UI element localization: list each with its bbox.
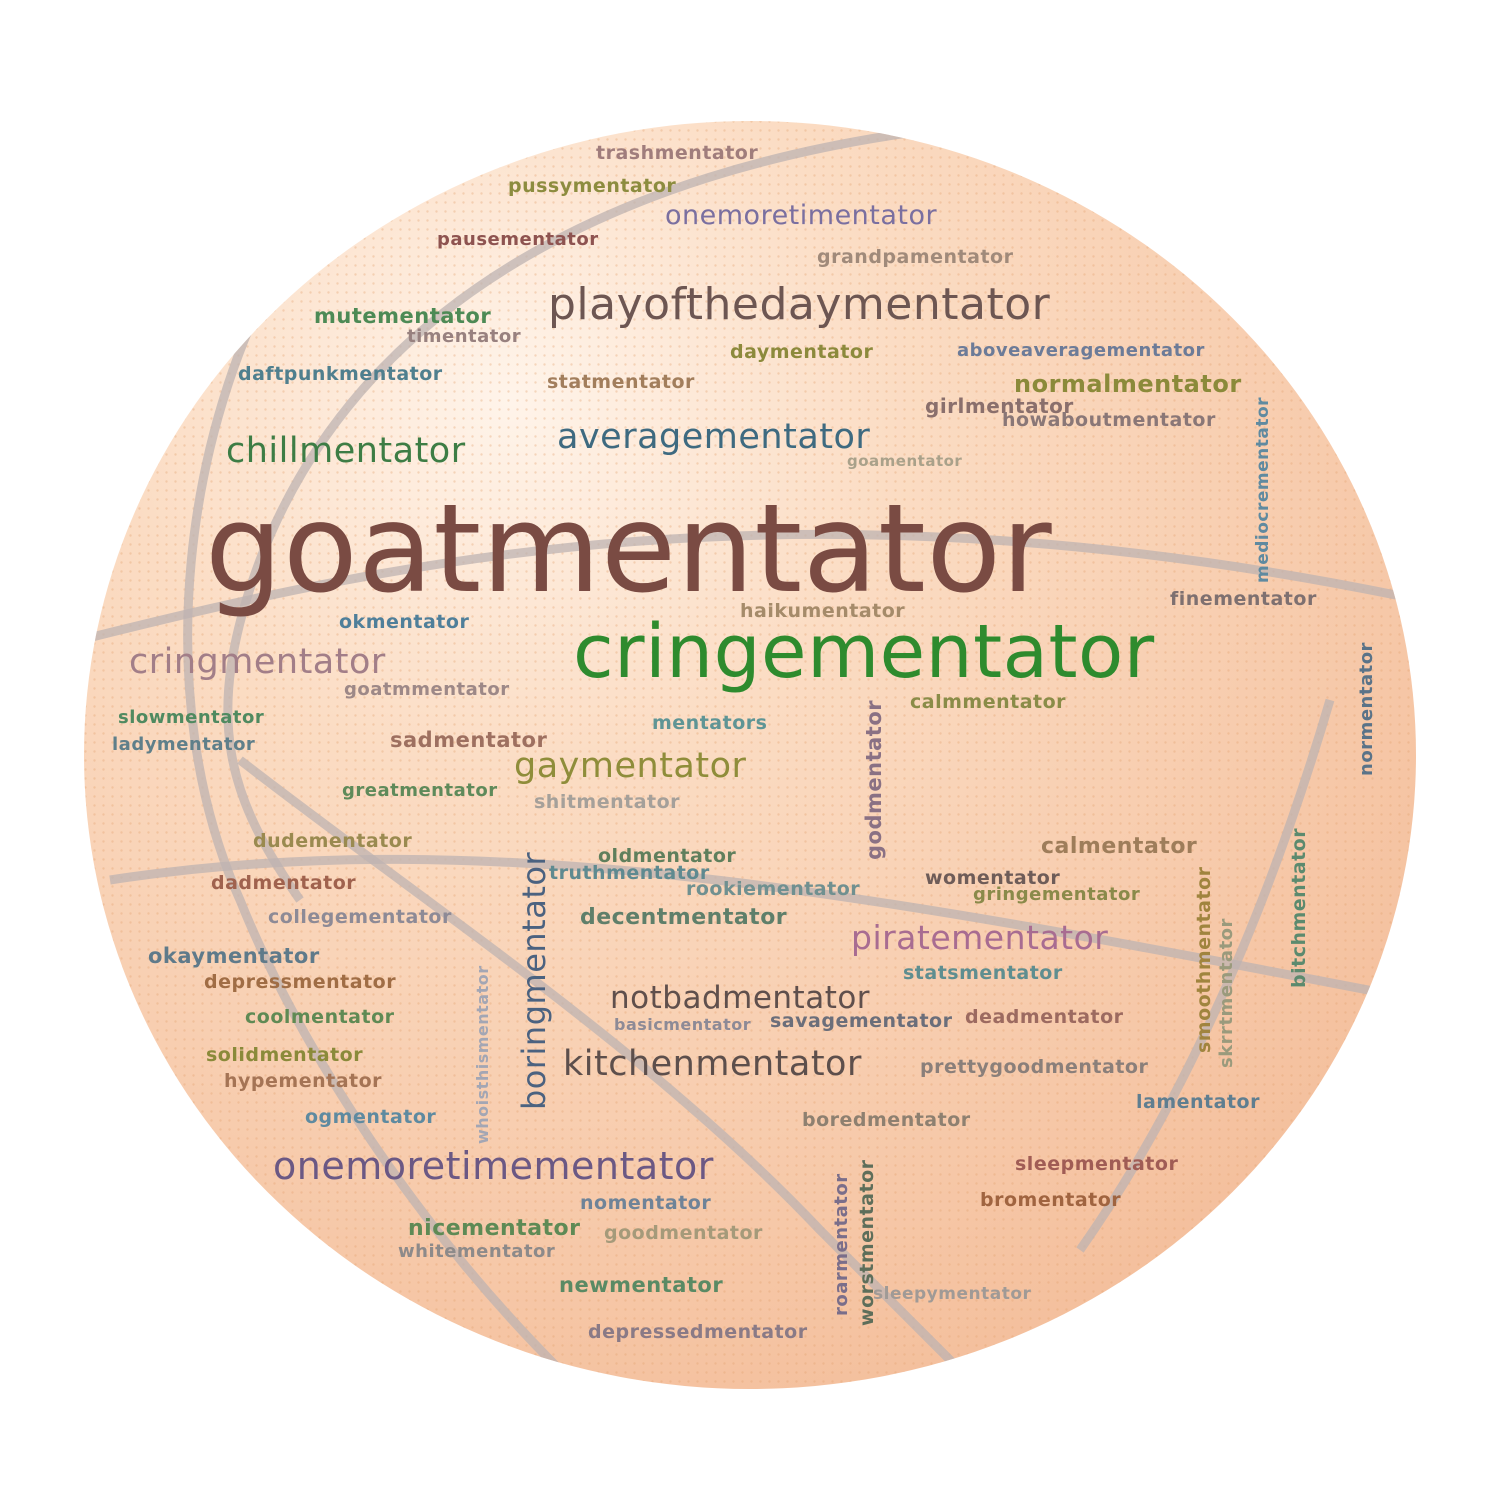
word-mutementator: mutementator: [314, 304, 492, 328]
word-nicementator: nicementator: [408, 1216, 581, 1241]
word-shitmentator: shitmentator: [534, 791, 681, 813]
word-onemoretimentator: onemoretimentator: [665, 200, 938, 231]
word-greatmentator: greatmentator: [342, 780, 498, 801]
word-normentator: normentator: [1356, 642, 1377, 776]
word-goodmentator: goodmentator: [604, 1222, 763, 1244]
word-playofthedaymentator: playofthedaymentator: [548, 279, 1051, 330]
word-basicmentator: basicmentator: [614, 1015, 752, 1034]
word-okmentator: okmentator: [339, 611, 470, 633]
word-skrrtmentator: skrrtmentator: [1216, 918, 1237, 1068]
word-grandpamentator: grandpamentator: [817, 246, 1014, 268]
seam-upper-arc: [223, 125, 931, 903]
word-dadmentator: dadmentator: [211, 872, 357, 894]
word-sleepymentator: sleepymentator: [873, 1284, 1032, 1304]
word-daftpunkmentator: daftpunkmentator: [238, 363, 443, 385]
word-calmmentator: calmmentator: [910, 691, 1067, 713]
word-newmentator: newmentator: [559, 1273, 724, 1297]
word-howaboutmentator: howaboutmentator: [1002, 409, 1216, 431]
word-piratementator: piratementator: [851, 918, 1109, 957]
word-calmentator: calmentator: [1041, 834, 1198, 859]
word-solidmentator: solidmentator: [206, 1044, 364, 1066]
word-coolmentator: coolmentator: [245, 1006, 395, 1028]
word-ogmentator: ogmentator: [305, 1106, 437, 1128]
word-whitementator: whitementator: [398, 1241, 556, 1262]
word-hypementator: hypementator: [224, 1070, 383, 1092]
word-roarmentator: roarmentator: [831, 1173, 852, 1316]
word-nomentator: nomentator: [580, 1192, 712, 1214]
word-bromentator: bromentator: [980, 1189, 1122, 1211]
word-whoisthismentator: whoisthismentator: [473, 965, 492, 1144]
word-sadmentator: sadmentator: [390, 728, 548, 752]
seam-lower-horizontal: [109, 854, 1416, 1005]
word-cringementator: cringementator: [573, 609, 1155, 695]
word-statmentator: statmentator: [547, 371, 695, 393]
word-godmentator: godmentator: [862, 699, 886, 860]
word-deadmentator: deadmentator: [965, 1006, 1124, 1028]
seam-left-arc: [183, 227, 564, 1374]
word-haikumentator: haikumentator: [740, 600, 906, 622]
word-oldmentator: oldmentator: [598, 845, 737, 867]
word-okaymentator: okaymentator: [148, 944, 320, 968]
word-lamentator: lamentator: [1136, 1091, 1260, 1113]
word-goamentator: goamentator: [847, 452, 963, 470]
ball-seams: [84, 125, 1416, 1389]
word-daymentator: daymentator: [730, 341, 874, 363]
word-truthmentator: truthmentator: [549, 862, 710, 884]
word-slowmentator: slowmentator: [118, 707, 265, 728]
word-rookiementator: rookiementator: [686, 878, 861, 900]
word-gaymentator: gaymentator: [514, 746, 747, 786]
word-kitchenmentator: kitchenmentator: [563, 1044, 862, 1084]
word-timentator: timentator: [407, 326, 522, 347]
word-notbadmentator: notbadmentator: [610, 980, 871, 1016]
word-trashmentator: trashmentator: [596, 142, 759, 164]
word-onemoretimementator: onemoretimementator: [273, 1144, 714, 1188]
word-womentator: womentator: [925, 867, 1061, 889]
word-averagementator: averagementator: [557, 417, 871, 457]
word-pausementator: pausementator: [437, 229, 599, 250]
word-sleepmentator: sleepmentator: [1015, 1153, 1179, 1175]
word-aboveaveragementator: aboveaveragementator: [957, 340, 1205, 361]
seam-lower-arc: [237, 756, 984, 1389]
word-mediocrementator: mediocrementator: [1253, 396, 1273, 583]
word-statsmentator: statsmentator: [903, 962, 1063, 984]
word-collegementator: collegementator: [268, 906, 452, 928]
word-goatmentator: goatmentator: [205, 478, 1053, 620]
word-girlmentator: girlmentator: [925, 394, 1074, 418]
word-decentmentator: decentmentator: [580, 905, 788, 930]
word-ladymentator: ladymentator: [112, 734, 256, 755]
word-bitchmentator: bitchmentator: [1288, 827, 1310, 988]
ball-texture: [84, 121, 1416, 1389]
seam-right-arc: [1076, 698, 1335, 1253]
seam-horizontal: [84, 529, 1416, 645]
word-cringmentator: cringmentator: [129, 642, 386, 682]
word-mentators: mentators: [652, 712, 768, 734]
word-depressedmentator: depressedmentator: [588, 1321, 808, 1343]
word-goatmmentator: goatmmentator: [344, 679, 510, 700]
word-prettygoodmentator: prettygoodmentator: [920, 1056, 1149, 1078]
word-pussymentator: pussymentator: [508, 175, 677, 197]
word-depressmentator: depressmentator: [204, 971, 397, 993]
word-smoothmentator: smoothmentator: [1193, 866, 1215, 1053]
word-boredmentator: boredmentator: [802, 1109, 971, 1131]
word-boringmentator: boringmentator: [515, 851, 553, 1110]
word-finementator: finementator: [1170, 588, 1317, 610]
word-savagementator: savagementator: [770, 1010, 953, 1032]
word-dudementator: dudementator: [253, 830, 413, 852]
word-chillmentator: chillmentator: [226, 431, 466, 471]
word-normalmentator: normalmentator: [1014, 370, 1242, 398]
word-gringementator: gringementator: [973, 884, 1141, 905]
